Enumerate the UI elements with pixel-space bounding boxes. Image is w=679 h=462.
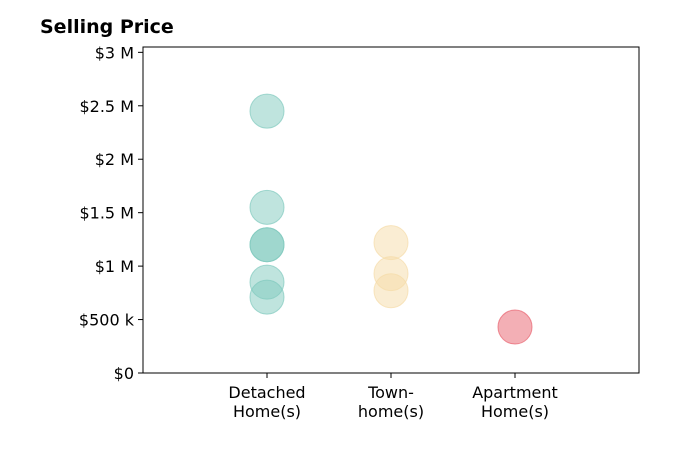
- x-tick-label: Town-home(s): [358, 383, 424, 421]
- y-tick-label: $1.5 M: [79, 204, 134, 223]
- y-axis: $0 $500 k $1 M $1.5 M $2 M $2.5 M $3 M: [79, 43, 143, 383]
- scatter-point: [249, 93, 285, 129]
- plot-frame: [142, 46, 640, 374]
- scatter-point: [249, 189, 285, 225]
- scatter-point: [497, 309, 533, 345]
- y-tick-label: $1 M: [95, 257, 134, 276]
- scatter-point: [373, 273, 409, 309]
- scatter-point: [373, 225, 409, 261]
- y-tick-label: $2 M: [95, 150, 134, 169]
- x-tick-label: Apartment Home(s): [472, 383, 558, 421]
- x-tick-label: Detached Home(s): [228, 383, 305, 421]
- y-tick-label: $500 k: [79, 311, 135, 330]
- scatter-point: [249, 279, 285, 315]
- y-tick-label: $3 M: [95, 43, 134, 62]
- scatter-point: [249, 227, 285, 263]
- points-layer: [249, 93, 533, 345]
- chart-title: Selling Price: [40, 16, 174, 38]
- x-axis: Detached Home(s) Town-home(s) Apartment Home…: [228, 373, 558, 421]
- y-tick-label: $2.5 M: [79, 97, 134, 116]
- y-tick-label: $0: [114, 364, 134, 383]
